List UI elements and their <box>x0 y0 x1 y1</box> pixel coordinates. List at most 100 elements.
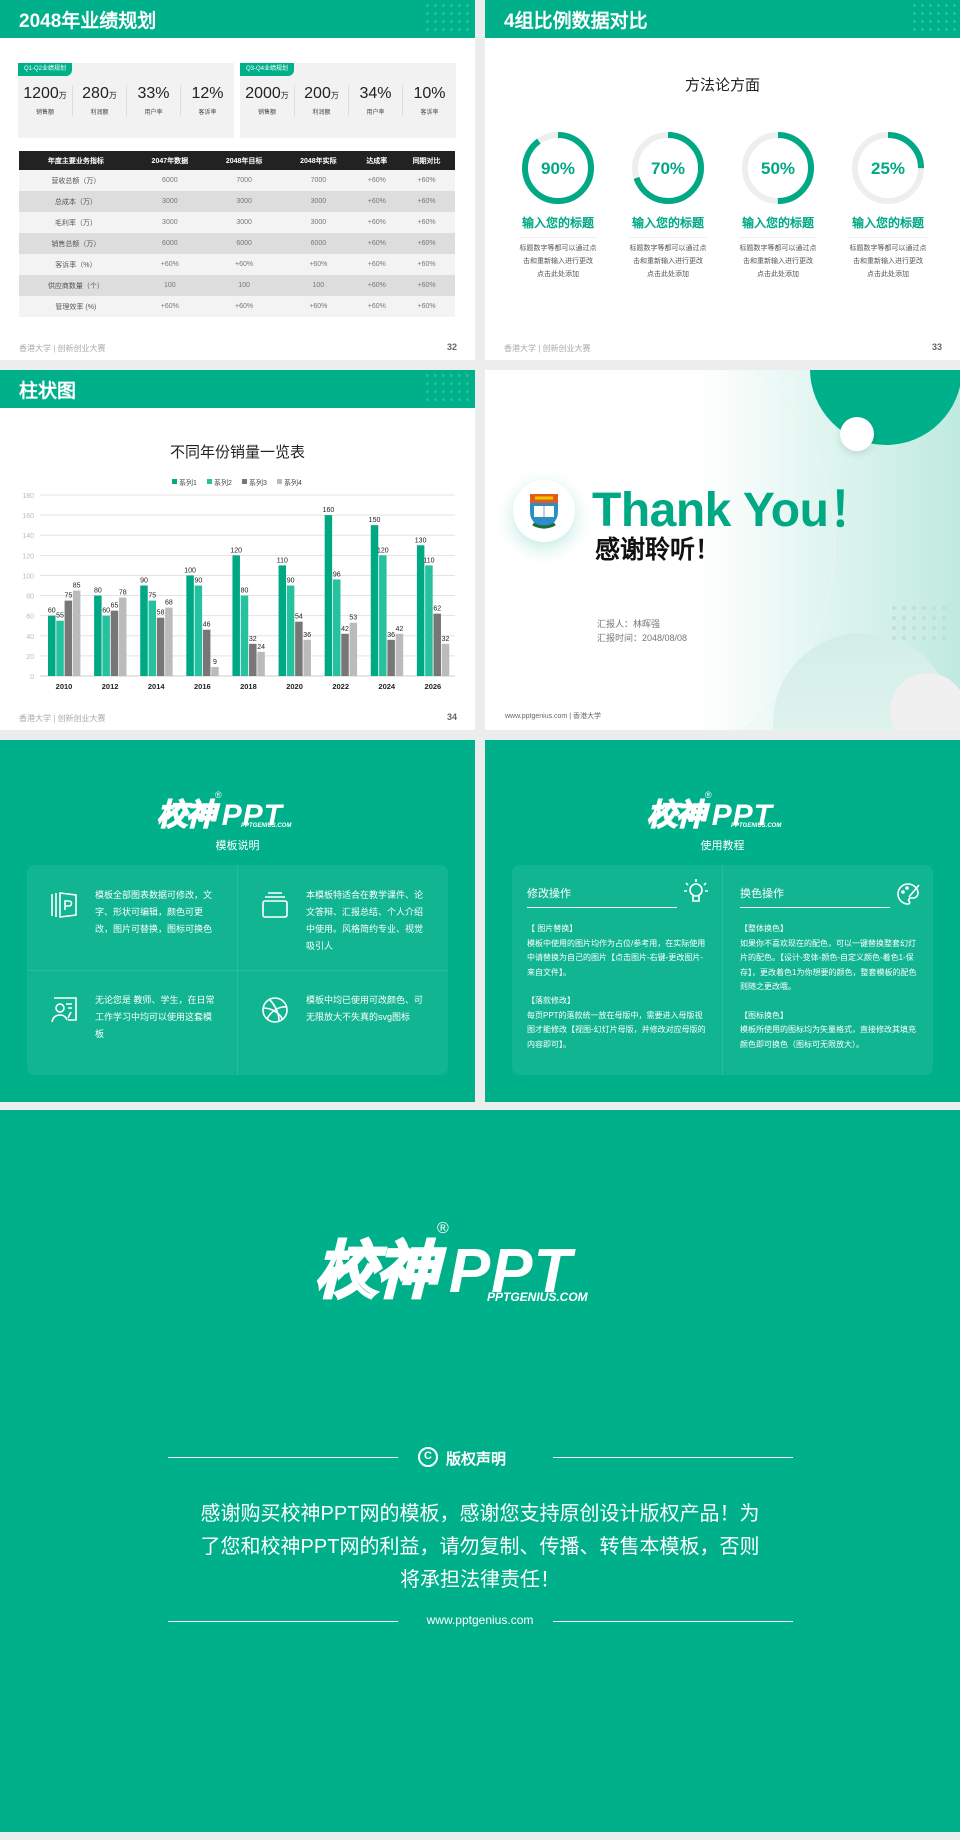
bar <box>140 585 148 676</box>
logo-reg: ® <box>437 1220 449 1237</box>
table-cell: +60% <box>398 254 455 275</box>
table-cell: 营收总额（万） <box>19 170 133 191</box>
dot <box>945 20 948 23</box>
data-label: 96 <box>333 571 341 578</box>
logo-en: PPT <box>711 799 773 832</box>
kpi-value: 280万 <box>73 85 126 103</box>
x-tick-label: 2026 <box>425 682 442 691</box>
column-header: 同期对比 <box>398 151 455 170</box>
kpi-number: 280 <box>82 85 109 102</box>
bar <box>379 555 387 676</box>
dot <box>442 382 445 385</box>
desc-line: 击和重新输入进行更改 <box>523 258 593 265</box>
table-cell: 6000 <box>132 233 207 254</box>
kpi-label: 销售额 <box>35 110 54 116</box>
column-heading: 修改操作 <box>527 885 677 908</box>
dot <box>466 20 469 23</box>
bar <box>156 617 165 676</box>
bar <box>303 639 311 676</box>
data-label: 54 <box>295 614 303 621</box>
data-label: 120 <box>230 547 242 554</box>
dot <box>458 20 461 23</box>
table-cell: 客诉率（%） <box>19 254 133 275</box>
table-cell: 3000 <box>281 191 356 212</box>
data-label: 58 <box>157 610 165 617</box>
desc-line: 击和重新输入进行更改 <box>743 258 813 265</box>
data-label: 110 <box>423 557 434 564</box>
dot <box>466 398 469 401</box>
dot <box>892 606 896 610</box>
progress-ring-group: 70% 输入您的标题 标题数字等都可以通过点 击和重新输入进行更改 点击此处添加 <box>613 130 723 281</box>
slide-title: 2048年业绩规划 <box>19 11 157 32</box>
divider <box>168 1457 398 1458</box>
dot <box>953 12 956 15</box>
bar <box>332 579 341 676</box>
kpi-value: 2000万 <box>240 85 294 103</box>
decor-circle-white <box>840 417 874 451</box>
kpi-number: 33% <box>137 85 170 102</box>
data-label: 160 <box>323 507 335 514</box>
guide-text: 本模板特适合在教学课件、论文答辩、汇报总结、个人介绍中使用。风格简约专业、视觉吸… <box>306 890 424 951</box>
bar <box>278 565 287 676</box>
lightbulb-icon <box>684 879 708 902</box>
dot <box>466 12 469 15</box>
dot <box>913 4 916 7</box>
dot <box>922 636 926 640</box>
dot <box>450 28 453 31</box>
kpi-label: 销售额 <box>257 110 276 116</box>
bar <box>48 615 56 676</box>
website-link[interactable]: www.pptgenius.com <box>426 1613 534 1627</box>
guide-box: 模板全部图表数据可修改，文字、形状可编辑，颜色可更改，图片可替换，图标可换色 本模… <box>27 865 448 1075</box>
dot-pattern <box>426 4 469 31</box>
dot <box>912 626 916 630</box>
crest-icon <box>530 494 558 529</box>
chart-title: 不同年份销量一览表 <box>169 444 305 461</box>
kpi: 1200万 销售额 <box>18 85 72 116</box>
section-title: 使用教程 <box>700 840 745 852</box>
logo-reg: ® <box>215 790 222 800</box>
thank-you-slide: Thank You！ 感谢聆听！ 汇报人：林晖强 汇报时间：2048/08/08… <box>485 370 960 730</box>
bar <box>324 515 333 676</box>
thank-you-heading: Thank You！ <box>592 484 876 537</box>
table-cell: +60% <box>132 254 207 275</box>
dot-pattern <box>913 4 956 31</box>
dot <box>912 636 916 640</box>
legend-label: 系列3 <box>249 478 267 487</box>
dot <box>450 390 453 393</box>
logo-cn: 校神 <box>313 1236 439 1308</box>
kpi-label: 客诉率 <box>420 110 439 116</box>
table-row: 管理效率 (%) +60% +60% +60% +60% +60% <box>19 296 455 317</box>
para-text: 模板所使用的图标均为矢量格式，直接修改其填充颜色即可换色（图标可无限放大）。 <box>740 1025 916 1049</box>
kpi-value: 10% <box>403 85 456 103</box>
copyright-slide: 校神®PPT PPTGENIUS.COM C 版权声明 感谢购买校神PPT网的模板… <box>0 1110 960 1832</box>
table-cell: 3000 <box>132 212 207 233</box>
data-label: 90 <box>194 578 202 585</box>
data-label: 60 <box>102 608 110 615</box>
dot <box>458 12 461 15</box>
dot <box>929 4 932 7</box>
ring-fill <box>852 132 924 204</box>
dot <box>434 28 437 31</box>
legend-label: 系列4 <box>284 478 302 487</box>
data-label: 46 <box>203 622 211 629</box>
data-label: 36 <box>303 632 311 639</box>
legend-swatch <box>207 479 212 484</box>
progress-ring: 70% <box>632 132 704 204</box>
legend-swatch <box>242 479 247 484</box>
dot <box>902 606 906 610</box>
column-heading: 换色操作 <box>740 885 890 908</box>
dot <box>426 28 429 31</box>
x-tick-label: 2020 <box>286 682 303 691</box>
dot <box>442 398 445 401</box>
data-label: 90 <box>287 578 295 585</box>
kpi-value: 33% <box>127 85 180 103</box>
table-cell: +60% <box>355 254 399 275</box>
ring-fill <box>632 132 704 204</box>
dot <box>434 390 437 393</box>
table-cell: 6000 <box>206 233 282 254</box>
ppt-file-icon <box>49 890 79 920</box>
bar <box>119 597 127 676</box>
kpi-label: 用户率 <box>144 110 163 116</box>
data-label: 65 <box>111 603 119 610</box>
dot <box>921 12 924 15</box>
